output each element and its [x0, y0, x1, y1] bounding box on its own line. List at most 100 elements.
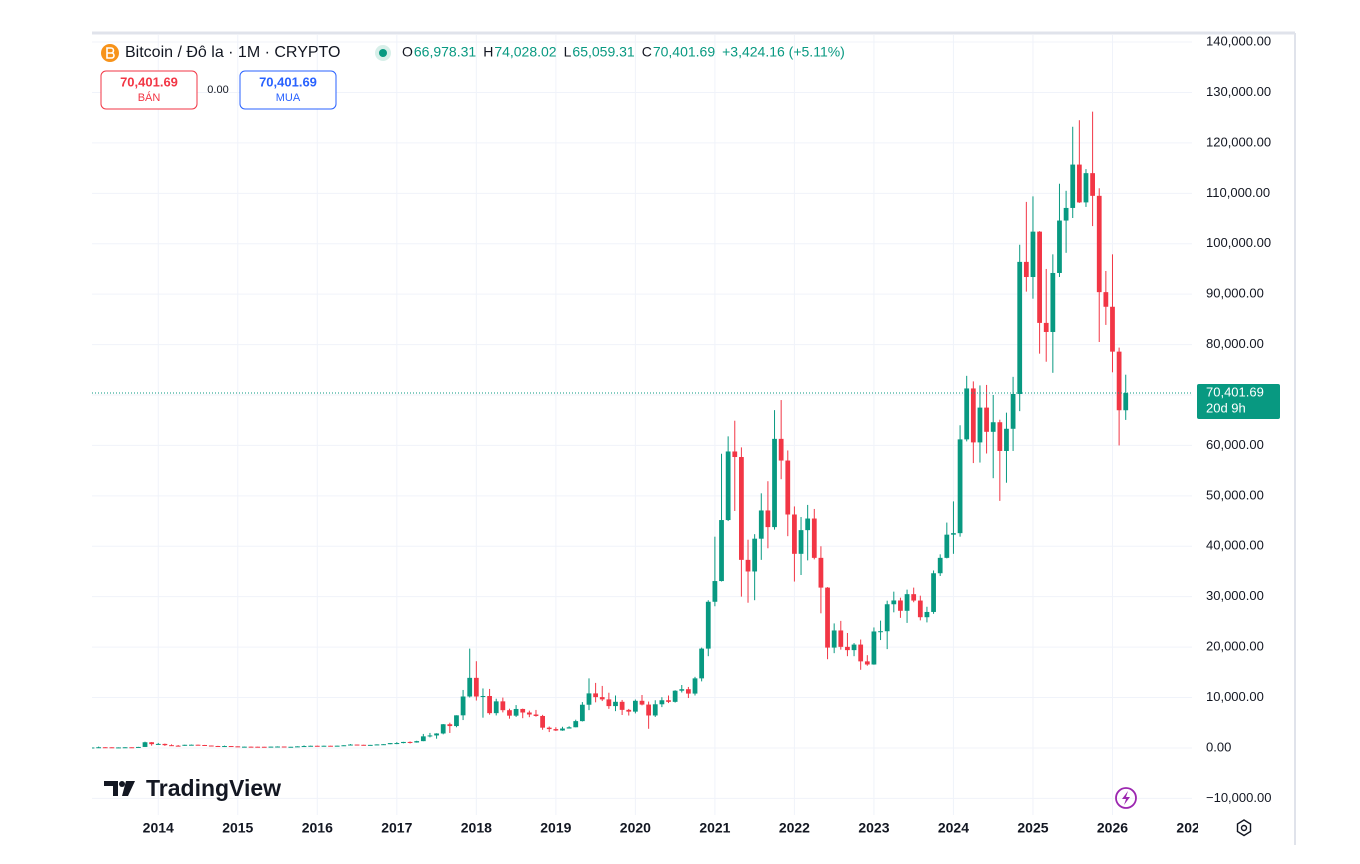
candle-body: [500, 701, 506, 711]
x-tick-label: 2016: [302, 820, 333, 836]
y-tick-label: −10,000.00: [1206, 790, 1271, 805]
y-tick-label: 130,000.00: [1206, 84, 1271, 99]
symbol-title[interactable]: Bitcoin / Đô la · 1M · CRYPTO: [125, 44, 340, 61]
y-tick-label: 40,000.00: [1206, 538, 1264, 553]
candle-body: [679, 689, 685, 691]
candle-body: [493, 701, 499, 714]
candle-body: [944, 534, 950, 558]
candle-body: [599, 697, 605, 700]
candle-body: [758, 510, 764, 539]
candle-body: [931, 573, 936, 612]
last-price-tag: [1197, 383, 1280, 419]
candle-body: [1123, 392, 1129, 411]
candle-body: [275, 746, 280, 748]
candle-body: [102, 747, 108, 749]
last-price-label: 70,401.69: [1206, 384, 1264, 399]
candle-body: [116, 747, 121, 749]
candle-body: [401, 741, 406, 744]
candle-body: [155, 743, 161, 745]
candle-body: [878, 631, 883, 633]
candle-body: [613, 701, 618, 707]
candle-body: [1057, 220, 1062, 273]
candle-body: [825, 587, 830, 648]
candle-body: [1116, 351, 1122, 411]
candle-body: [1037, 231, 1042, 323]
candle-body: [215, 745, 221, 747]
candle-body: [1083, 173, 1089, 203]
candle-body: [712, 581, 718, 602]
candle-body: [381, 744, 386, 746]
candle-body: [533, 714, 539, 716]
candle-body: [719, 520, 724, 582]
candle-body: [997, 422, 1003, 451]
x-tick-label: 2024: [938, 820, 969, 836]
settings-icon[interactable]: [1236, 819, 1252, 837]
x-tick-label: 2018: [461, 820, 492, 836]
candle-body: [652, 704, 658, 716]
candle-body: [374, 744, 380, 746]
candle-body: [189, 744, 194, 746]
x-tick-label: 2022: [779, 820, 810, 836]
ohlc-key: O: [402, 44, 413, 60]
candle-body: [1090, 173, 1095, 196]
candle-body: [917, 600, 923, 618]
buy-button[interactable]: [239, 70, 337, 110]
candle-body: [606, 699, 612, 707]
candle-body: [281, 746, 287, 748]
candle-body: [951, 533, 956, 535]
candle-body: [202, 744, 208, 746]
candle-body: [367, 744, 373, 746]
candle-body: [195, 744, 201, 746]
ohlc-change: +3,424.16 (+5.11%): [722, 44, 845, 60]
candle-body: [619, 701, 625, 710]
candle-body: [666, 700, 671, 702]
x-tick-label: 2019: [540, 820, 571, 836]
candle-body: [898, 600, 903, 611]
candle-body: [560, 728, 565, 731]
sell-price: 70,401.69: [120, 74, 178, 89]
candle-body: [1063, 207, 1069, 221]
candle-body: [142, 742, 148, 747]
candle-body: [1110, 306, 1115, 352]
candle-body: [334, 745, 340, 747]
candle-body: [1096, 195, 1102, 293]
candle-body: [739, 457, 744, 560]
x-tick-label: 2023: [858, 820, 889, 836]
candle-body: [308, 745, 314, 747]
candle-body: [314, 745, 320, 747]
gear-hole: [1240, 824, 1248, 832]
candle-body: [984, 407, 989, 432]
candle-body: [162, 743, 168, 746]
candle-body: [1030, 231, 1036, 278]
candle-body: [891, 600, 897, 605]
y-tick-label: 120,000.00: [1206, 134, 1271, 149]
candle-body: [321, 745, 327, 747]
candle-body: [805, 518, 811, 531]
candle-body: [235, 746, 241, 748]
candle-body: [540, 715, 545, 728]
alert-icon[interactable]: [1115, 787, 1137, 809]
candle-body: [261, 746, 267, 748]
candle-body: [420, 736, 426, 742]
candle-body: [208, 745, 214, 747]
ohlc-key: H: [483, 44, 493, 60]
candle-body: [858, 644, 864, 662]
gear: [1236, 819, 1252, 837]
x-tick-label: 2026: [1097, 820, 1128, 836]
candle-body: [838, 630, 844, 647]
candle-body: [778, 438, 784, 461]
candle-body: [904, 594, 910, 611]
candle-body: [593, 693, 598, 698]
candle-body: [1103, 292, 1109, 307]
candle-body: [831, 630, 837, 648]
candle-body: [745, 559, 751, 572]
sell-button[interactable]: [100, 70, 198, 110]
candle-body: [937, 557, 943, 574]
candle-body: [911, 594, 917, 601]
candle-body: [579, 704, 585, 722]
candle-body: [659, 700, 665, 705]
ohlc-key: C: [642, 44, 652, 60]
candle-body: [248, 746, 254, 748]
